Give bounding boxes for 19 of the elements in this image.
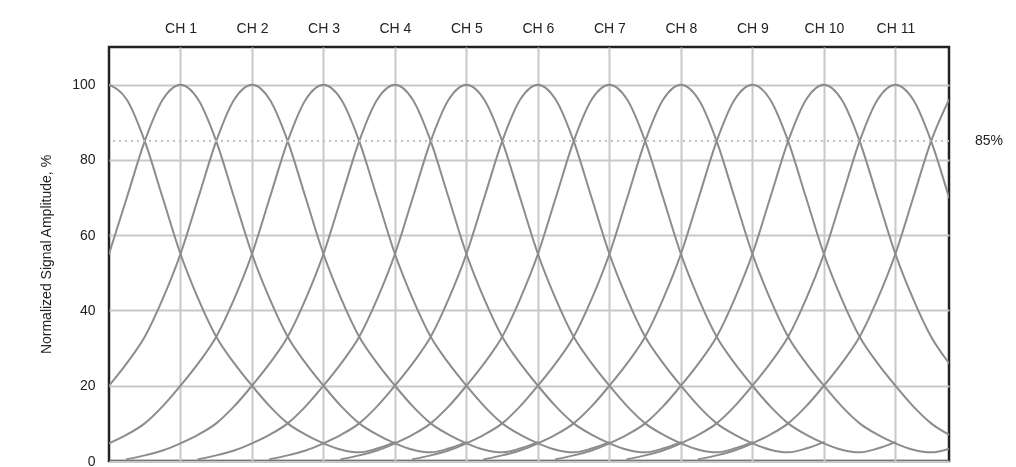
y-tick-label: 20: [79, 377, 96, 394]
y-tick-label: 40: [79, 301, 96, 318]
y-tick-label: 100: [72, 76, 96, 93]
x-tick-label: CH 10: [804, 19, 845, 36]
x-tick-label: CH 5: [450, 19, 484, 36]
x-tick-label: CH 7: [593, 19, 627, 36]
x-tick-label: CH 3: [308, 19, 341, 36]
x-tick-label: CH 8: [665, 19, 698, 36]
ref-line-label: 85%: [975, 132, 1004, 149]
x-tick-label: CH 6: [522, 19, 555, 36]
x-tick-label: CH 4: [379, 19, 412, 36]
x-tick-label: CH 9: [736, 19, 770, 36]
x-tick-label: CH 1: [165, 19, 198, 36]
y-axis-title: Normalized Signal Amplitude, %: [38, 154, 55, 355]
x-tick-label: CH 11: [876, 19, 916, 36]
y-tick-label: 60: [79, 226, 96, 243]
y-tick-label: 0: [87, 452, 96, 467]
x-tick-label: CH 2: [236, 19, 269, 36]
y-tick-label: 80: [79, 151, 96, 168]
